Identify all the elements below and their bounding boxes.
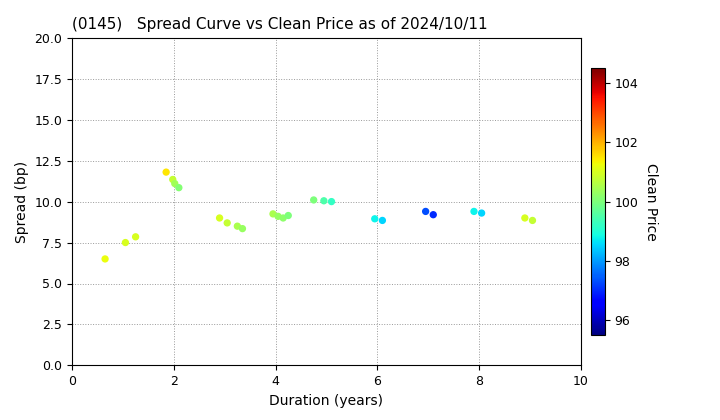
- Point: [267, 210, 279, 217]
- Point: [282, 212, 294, 219]
- Point: [173, 184, 184, 191]
- Point: [161, 169, 172, 176]
- Y-axis label: Clean Price: Clean Price: [644, 163, 658, 241]
- Point: [99, 255, 111, 262]
- Point: [519, 215, 531, 221]
- Point: [468, 208, 480, 215]
- Point: [277, 215, 289, 221]
- Point: [369, 215, 380, 222]
- Point: [167, 176, 179, 183]
- X-axis label: Duration (years): Duration (years): [269, 394, 384, 408]
- Point: [318, 197, 330, 204]
- Point: [377, 217, 388, 224]
- Point: [420, 208, 431, 215]
- Point: [325, 198, 337, 205]
- Text: (0145)   Spread Curve vs Clean Price as of 2024/10/11: (0145) Spread Curve vs Clean Price as of…: [72, 18, 487, 32]
- Point: [308, 197, 320, 203]
- Point: [476, 210, 487, 216]
- Point: [527, 217, 539, 224]
- Point: [222, 220, 233, 226]
- Point: [120, 239, 131, 246]
- Point: [237, 225, 248, 232]
- Point: [130, 234, 141, 240]
- Point: [214, 215, 225, 221]
- Point: [428, 211, 439, 218]
- Point: [169, 180, 181, 187]
- Point: [272, 213, 284, 220]
- Y-axis label: Spread (bp): Spread (bp): [15, 160, 29, 243]
- Point: [232, 223, 243, 229]
